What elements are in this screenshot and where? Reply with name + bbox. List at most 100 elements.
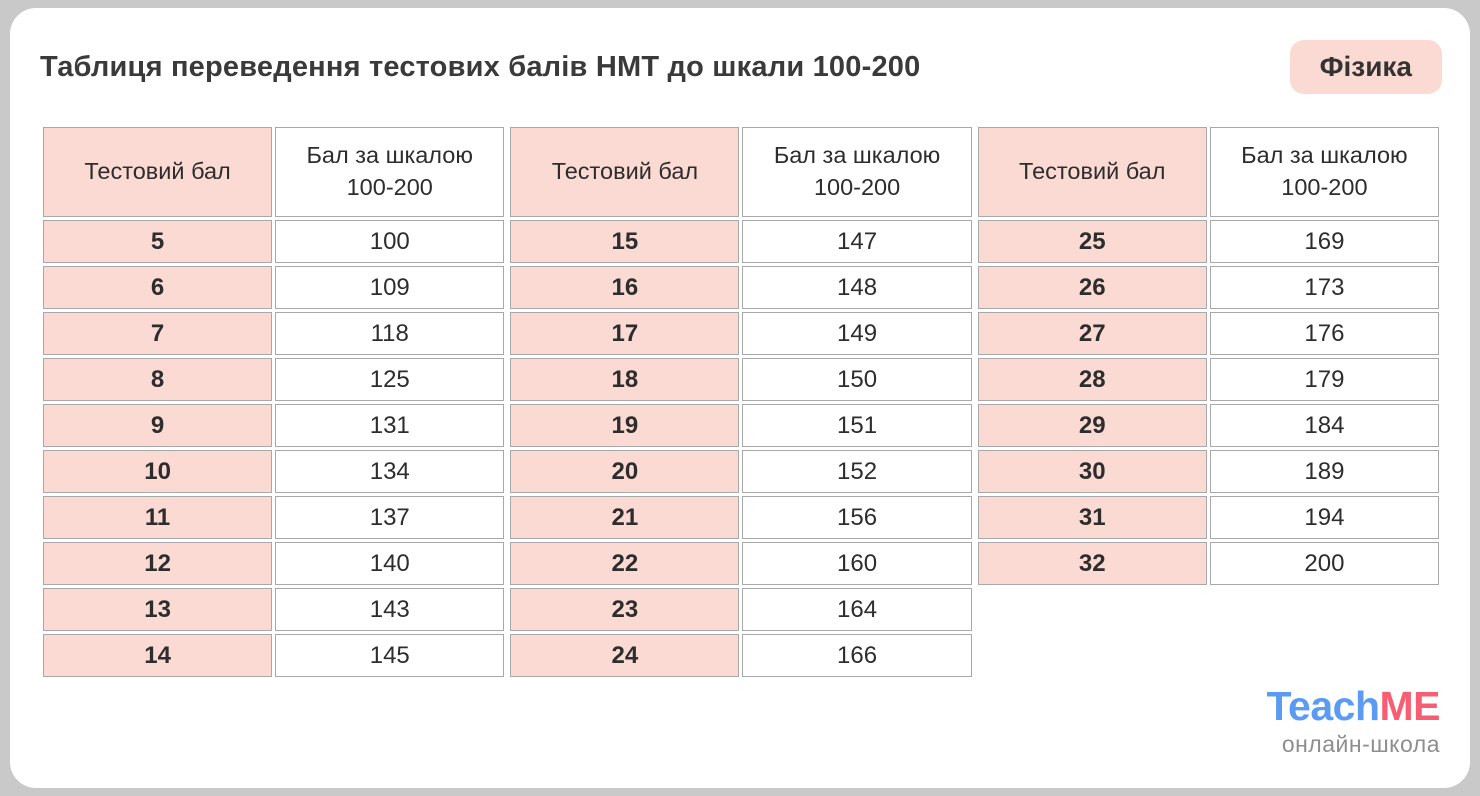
test-score-cell: 13 xyxy=(43,588,273,631)
scale-score-cell: 152 xyxy=(742,450,972,493)
test-score-cell: 19 xyxy=(510,404,740,447)
test-score-cell: 10 xyxy=(43,450,273,493)
table-row: 25 169 xyxy=(977,220,1439,263)
test-score-cell: 22 xyxy=(510,542,740,585)
table-row: 6 109 xyxy=(43,266,505,309)
test-score-cell: 16 xyxy=(510,266,740,309)
scale-score-cell: 140 xyxy=(275,542,505,585)
scale-score-cell: 150 xyxy=(742,358,972,401)
table-row: 17 149 xyxy=(510,312,972,355)
scale-score-cell: 184 xyxy=(1209,404,1439,447)
scale-score-cell: 194 xyxy=(1209,496,1439,539)
test-score-cell: 29 xyxy=(977,404,1207,447)
table-row: 22 160 xyxy=(510,542,972,585)
test-score-cell: 24 xyxy=(510,634,740,677)
scale-score-cell: 173 xyxy=(1209,266,1439,309)
test-score-cell: 28 xyxy=(977,358,1207,401)
test-score-cell: 14 xyxy=(43,634,273,677)
scale-score-cell: 143 xyxy=(275,588,505,631)
table-row: 27 176 xyxy=(977,312,1439,355)
scale-score-cell: 134 xyxy=(275,450,505,493)
test-score-cell: 6 xyxy=(43,266,273,309)
test-score-cell: 30 xyxy=(977,450,1207,493)
scale-score-cell: 166 xyxy=(742,634,972,677)
table-row: 9 131 xyxy=(43,404,505,447)
conversion-table-2: Тестовий бал Бал за шкалою 100-200 15 147 16 1… xyxy=(507,124,974,680)
scale-score-cell: 109 xyxy=(275,266,505,309)
test-score-header: Тестовий бал xyxy=(43,127,273,217)
logo-subtitle: онлайн-школа xyxy=(1281,731,1440,757)
test-score-cell: 21 xyxy=(510,496,740,539)
table-row: 10 134 xyxy=(43,450,505,493)
subject-badge: Фізика xyxy=(1289,40,1442,94)
table-row: 20 152 xyxy=(510,450,972,493)
content-card: Таблиця переведення тестових балів НМТ д… xyxy=(10,8,1470,788)
table-row: 24 166 xyxy=(510,634,972,677)
table-row: 14 145 xyxy=(43,634,505,677)
scale-score-cell: 189 xyxy=(1209,450,1439,493)
scale-score-cell: 148 xyxy=(742,266,972,309)
table-header-row: Тестовий бал Бал за шкалою 100-200 xyxy=(510,127,972,217)
scale-score-cell: 149 xyxy=(742,312,972,355)
table-row: 29 184 xyxy=(977,404,1439,447)
table-row: 5 100 xyxy=(43,220,505,263)
test-score-cell: 17 xyxy=(510,312,740,355)
table-row: 23 164 xyxy=(510,588,972,631)
test-score-cell: 18 xyxy=(510,358,740,401)
scale-score-cell: 156 xyxy=(742,496,972,539)
scale-score-cell: 169 xyxy=(1209,220,1439,263)
conversion-tables: Тестовий бал Бал за шкалою 100-200 5 100 6 109… xyxy=(40,124,1442,680)
test-score-cell: 20 xyxy=(510,450,740,493)
teachme-logo: TeachME xyxy=(1266,683,1441,729)
test-score-cell: 7 xyxy=(43,312,273,355)
table-header-row: Тестовий бал Бал за шкалою 100-200 xyxy=(977,127,1439,217)
table-row: 21 156 xyxy=(510,496,972,539)
table-row: 18 150 xyxy=(510,358,972,401)
table-header-row: Тестовий бал Бал за шкалою 100-200 xyxy=(43,127,505,217)
table-row: 30 189 xyxy=(977,450,1439,493)
logo-me-text: ME xyxy=(1379,683,1441,729)
topbar: Таблиця переведення тестових балів НМТ д… xyxy=(40,40,1442,94)
table-row: 8 125 xyxy=(43,358,505,401)
table-row: 15 147 xyxy=(510,220,972,263)
scale-score-cell: 200 xyxy=(1209,542,1439,585)
table-row: 32 200 xyxy=(977,542,1439,585)
table-row: 7 118 xyxy=(43,312,505,355)
scale-score-cell: 164 xyxy=(742,588,972,631)
scale-score-header: Бал за шкалою 100-200 xyxy=(742,127,972,217)
test-score-cell: 27 xyxy=(977,312,1207,355)
test-score-cell: 8 xyxy=(43,358,273,401)
conversion-table-3: Тестовий бал Бал за шкалою 100-200 25 169 26 1… xyxy=(975,124,1442,588)
scale-score-header: Бал за шкалою 100-200 xyxy=(275,127,505,217)
test-score-cell: 5 xyxy=(43,220,273,263)
test-score-cell: 9 xyxy=(43,404,273,447)
scale-score-cell: 160 xyxy=(742,542,972,585)
scale-score-header: Бал за шкалою 100-200 xyxy=(1209,127,1439,217)
test-score-cell: 12 xyxy=(43,542,273,585)
scale-score-cell: 137 xyxy=(275,496,505,539)
scale-score-cell: 100 xyxy=(275,220,505,263)
table-row: 12 140 xyxy=(43,542,505,585)
table-row: 11 137 xyxy=(43,496,505,539)
scale-score-cell: 125 xyxy=(275,358,505,401)
test-score-header: Тестовий бал xyxy=(977,127,1207,217)
test-score-cell: 31 xyxy=(977,496,1207,539)
scale-score-cell: 145 xyxy=(275,634,505,677)
test-score-cell: 32 xyxy=(977,542,1207,585)
test-score-header: Тестовий бал xyxy=(510,127,740,217)
scale-score-cell: 176 xyxy=(1209,312,1439,355)
logo-teach-text: Teach xyxy=(1266,683,1380,729)
scale-score-cell: 147 xyxy=(742,220,972,263)
test-score-cell: 15 xyxy=(510,220,740,263)
test-score-cell: 26 xyxy=(977,266,1207,309)
table-row: 16 148 xyxy=(510,266,972,309)
scale-score-cell: 118 xyxy=(275,312,505,355)
table-row: 26 173 xyxy=(977,266,1439,309)
footer: TeachME онлайн-школа xyxy=(1266,683,1441,757)
table-row: 13 143 xyxy=(43,588,505,631)
page-title: Таблиця переведення тестових балів НМТ д… xyxy=(40,50,921,83)
table-row: 28 179 xyxy=(977,358,1439,401)
test-score-cell: 11 xyxy=(43,496,273,539)
scale-score-cell: 131 xyxy=(275,404,505,447)
conversion-table-1: Тестовий бал Бал за шкалою 100-200 5 100 6 109… xyxy=(40,124,507,680)
